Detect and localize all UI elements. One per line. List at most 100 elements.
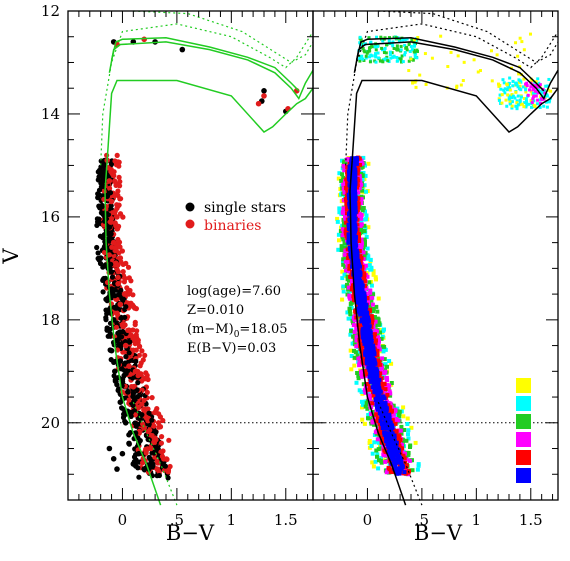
population-density-cell xyxy=(414,39,418,43)
population-density-cell xyxy=(356,214,361,219)
population-density-cell xyxy=(529,89,533,93)
population-density-cell xyxy=(369,365,374,370)
population-density-cell xyxy=(348,164,353,169)
population-density-cell xyxy=(383,362,388,367)
binary-star-point xyxy=(152,435,158,442)
population-density-cell xyxy=(380,405,385,410)
population-density-cell xyxy=(545,93,549,97)
isochrone-lower_solid xyxy=(355,37,545,92)
population-density-cell xyxy=(336,247,341,252)
population-density-cell xyxy=(367,342,372,347)
population-density-cell xyxy=(377,429,382,434)
single-star-point xyxy=(115,292,121,298)
population-density-cell xyxy=(356,178,360,183)
population-density-cell xyxy=(372,360,377,365)
population-density-cell xyxy=(368,55,372,59)
single-star-point xyxy=(98,158,104,164)
population-density-cell xyxy=(383,384,388,389)
population-density-cell xyxy=(378,418,383,423)
population-density-cell xyxy=(377,347,382,352)
single-star-point xyxy=(108,261,114,267)
population-density-cell xyxy=(439,34,443,38)
population-density-cell xyxy=(351,264,356,269)
population-density-cell xyxy=(340,227,345,232)
binary-star-point xyxy=(117,255,124,261)
population-density-cell xyxy=(384,409,389,414)
population-density-cell xyxy=(376,447,381,452)
population-density-cell xyxy=(399,461,404,466)
binary-star-point xyxy=(112,178,118,184)
population-density-cell xyxy=(357,249,362,253)
single-star-point xyxy=(137,416,144,422)
population-density-cell xyxy=(373,368,377,373)
population-density-cell xyxy=(368,304,373,309)
population-density-cell xyxy=(347,266,352,271)
population-density-cell xyxy=(510,104,514,108)
population-density-cell xyxy=(360,54,364,58)
population-density-cell xyxy=(374,52,378,56)
population-density-cell xyxy=(353,253,358,257)
population-density-cell xyxy=(510,93,514,97)
population-density-cell xyxy=(367,387,372,392)
binary-star-point xyxy=(136,404,142,411)
population-density-cell xyxy=(357,235,361,240)
population-density-cell xyxy=(392,449,397,454)
single-star-point xyxy=(120,329,126,335)
population-density-cell xyxy=(354,290,359,295)
single-star-point xyxy=(100,289,106,295)
population-density-cell xyxy=(519,95,523,99)
population-density-cell xyxy=(354,327,359,332)
isochrone-dotted_2 xyxy=(133,10,314,64)
population-density-cell xyxy=(502,81,506,85)
population-density-cell xyxy=(521,85,525,89)
population-density-cell xyxy=(392,47,396,51)
population-density-cell xyxy=(385,426,390,431)
single-star-point xyxy=(117,399,124,406)
population-density-cell xyxy=(365,246,370,251)
population-density-cell xyxy=(395,470,400,475)
population-density-cell xyxy=(359,182,364,187)
population-density-cell xyxy=(456,54,460,58)
population-density-cell xyxy=(399,424,404,429)
population-density-cell xyxy=(363,242,367,247)
binary-star-point xyxy=(115,281,121,287)
population-density-cell xyxy=(364,346,369,351)
population-density-cell xyxy=(350,279,354,284)
population-density-cell xyxy=(355,222,360,227)
population-density-cell xyxy=(360,335,365,340)
population-density-cell xyxy=(360,317,364,322)
binary-star-point xyxy=(149,395,155,401)
population-density-cell xyxy=(353,240,358,244)
right-x-axis-label: B−V xyxy=(414,521,463,545)
population-density-cell xyxy=(543,91,547,95)
single-star-point xyxy=(119,450,126,457)
population-density-cell xyxy=(532,103,536,107)
population-density-cell xyxy=(537,81,541,85)
population-density-cell xyxy=(536,91,540,95)
population-density-cell xyxy=(387,467,392,472)
population-density-cell xyxy=(364,235,369,239)
population-density-cell xyxy=(363,327,368,332)
single-star-point xyxy=(106,224,113,230)
population-density-cell xyxy=(343,248,348,253)
population-density-cell xyxy=(360,208,365,213)
population-density-cell xyxy=(534,80,538,84)
population-density-cell xyxy=(353,184,357,189)
population-density-cell xyxy=(343,231,348,236)
population-density-cell xyxy=(538,105,542,109)
x-tick-label: 1 xyxy=(227,511,237,529)
population-density-cell xyxy=(340,158,344,163)
population-density-cell xyxy=(401,60,405,64)
population-density-cell xyxy=(341,257,346,262)
population-density-cell xyxy=(364,331,369,336)
population-density-cell xyxy=(345,247,350,252)
population-density-cell xyxy=(350,256,355,261)
population-density-cell xyxy=(508,99,512,103)
population-density-cell xyxy=(342,252,347,257)
population-density-cell xyxy=(339,244,344,249)
population-density-cell xyxy=(403,53,407,57)
binary-star-point xyxy=(128,332,134,339)
population-density-cell xyxy=(344,220,349,225)
population-density-cell xyxy=(384,433,388,437)
